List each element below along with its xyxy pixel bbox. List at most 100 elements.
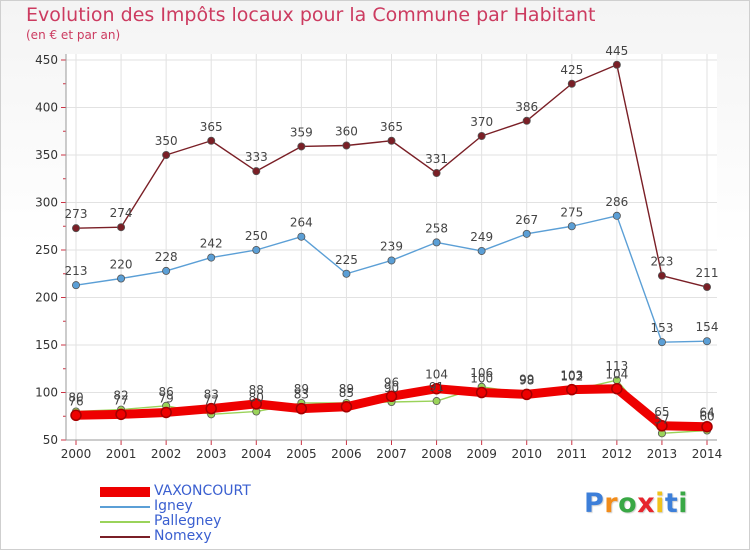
data-point-vaxoncourt [656, 420, 668, 432]
data-label-vaxoncourt: 104 [425, 368, 448, 382]
data-point-igney [252, 245, 261, 254]
data-point-vaxoncourt [340, 401, 353, 413]
data-point-igney [657, 338, 666, 347]
data-point-vaxoncourt [160, 406, 172, 419]
data-point-vaxoncourt [205, 402, 217, 415]
data-point-igney [522, 229, 531, 238]
data-point-nomexy [72, 224, 81, 233]
data-label-vaxoncourt: 96 [384, 375, 399, 389]
data-label-vaxoncourt: 98 [519, 373, 534, 387]
data-label-igney: 228 [155, 250, 178, 264]
data-label-igney: 286 [605, 195, 628, 209]
x-tick-label: 2008 [421, 447, 452, 461]
data-label-pallegney: 102 [560, 370, 583, 384]
data-point-nomexy [657, 271, 666, 280]
data-point-nomexy [612, 60, 621, 69]
data-label-igney: 275 [560, 205, 583, 219]
data-point-igney [567, 222, 576, 231]
data-label-nomexy: 359 [290, 125, 313, 139]
data-label-nomexy: 331 [425, 152, 448, 166]
data-point-igney [477, 246, 486, 255]
data-label-igney: 225 [335, 253, 358, 267]
data-point-igney [342, 269, 351, 278]
chart-legend: VAXONCOURT Igney Pallegney Nomexy [100, 484, 251, 544]
data-label-nomexy: 365 [200, 120, 223, 134]
data-label-igney: 220 [110, 258, 133, 272]
logo-letter: t [664, 488, 679, 519]
data-label-nomexy: 386 [515, 100, 538, 114]
data-point-nomexy [387, 136, 396, 145]
data-label-nomexy: 274 [110, 206, 133, 220]
data-label-igney: 250 [245, 229, 268, 243]
data-point-igney [297, 232, 306, 241]
logo-letter: r [604, 488, 619, 519]
data-point-vaxoncourt [430, 382, 443, 395]
data-label-vaxoncourt: 88 [249, 383, 264, 397]
data-label-nomexy: 273 [65, 207, 88, 221]
logo-letter: P [584, 488, 605, 519]
legend-item-pallegney: Pallegney [100, 514, 251, 529]
x-tick-label: 2010 [511, 447, 542, 461]
data-point-igney [432, 238, 441, 247]
data-point-igney [117, 274, 126, 283]
data-point-vaxoncourt [295, 402, 308, 415]
data-label-pallegney: 113 [605, 359, 628, 373]
data-point-nomexy [477, 131, 486, 140]
x-tick-label: 2007 [376, 447, 407, 461]
proxiti-logo: Proxiti [584, 488, 688, 519]
logo-letter: i [678, 488, 689, 519]
data-point-vaxoncourt [250, 398, 263, 410]
data-point-igney [612, 211, 621, 220]
data-label-vaxoncourt: 104 [605, 368, 628, 382]
x-tick-label: 2011 [557, 447, 588, 461]
data-label-igney: 242 [200, 237, 223, 251]
data-label-nomexy: 223 [650, 255, 673, 269]
data-label-vaxoncourt: 83 [294, 388, 309, 402]
x-tick-label: 2012 [602, 447, 633, 461]
y-tick-label: 450 [35, 53, 58, 67]
logo-letter: i [655, 488, 665, 519]
data-label-pallegney: 89 [294, 382, 309, 396]
data-point-igney [72, 281, 81, 290]
x-tick-label: 2002 [151, 447, 182, 461]
y-tick-label: 200 [35, 291, 58, 305]
legend-label: Pallegney [154, 513, 222, 529]
x-tick-label: 2014 [692, 447, 723, 461]
data-label-vaxoncourt: 65 [654, 405, 669, 419]
data-point-vaxoncourt [566, 383, 578, 396]
data-label-pallegney: 82 [113, 389, 128, 403]
data-label-vaxoncourt: 79 [159, 391, 174, 405]
legend-swatch [100, 520, 150, 523]
x-tick-label: 2006 [331, 447, 362, 461]
data-point-vaxoncourt [115, 408, 127, 421]
x-tick-label: 2000 [61, 447, 92, 461]
data-point-nomexy [207, 136, 216, 145]
data-label-igney: 213 [65, 264, 88, 278]
x-tick-label: 2009 [466, 447, 497, 461]
data-point-nomexy [522, 116, 531, 125]
legend-label: VAXONCOURT [154, 483, 251, 499]
data-label-vaxoncourt: 64 [699, 406, 714, 420]
data-label-vaxoncourt: 77 [113, 393, 128, 407]
chart-title: Evolution des Impôts locaux pour la Comm… [26, 4, 596, 26]
data-label-pallegney: 80 [249, 391, 264, 405]
data-label-nomexy: 370 [470, 115, 493, 129]
legend-item-nomexy: Nomexy [100, 529, 251, 544]
data-point-vaxoncourt [701, 420, 713, 433]
data-label-nomexy: 360 [335, 125, 358, 139]
data-label-igney: 258 [425, 221, 448, 235]
data-label-nomexy: 211 [696, 266, 719, 280]
data-point-vaxoncourt [475, 386, 488, 399]
y-tick-label: 50 [43, 433, 58, 447]
data-point-nomexy [117, 223, 126, 232]
y-tick-label: 150 [35, 338, 58, 352]
legend-item-igney: Igney [100, 499, 251, 514]
legend-label: Nomexy [154, 528, 212, 544]
x-tick-label: 2003 [196, 447, 227, 461]
y-tick-label: 400 [35, 101, 58, 115]
data-label-vaxoncourt: 83 [204, 388, 219, 402]
data-point-nomexy [297, 142, 306, 151]
x-tick-label: 2001 [106, 447, 137, 461]
data-label-igney: 239 [380, 239, 403, 253]
data-label-pallegney: 77 [204, 393, 219, 407]
